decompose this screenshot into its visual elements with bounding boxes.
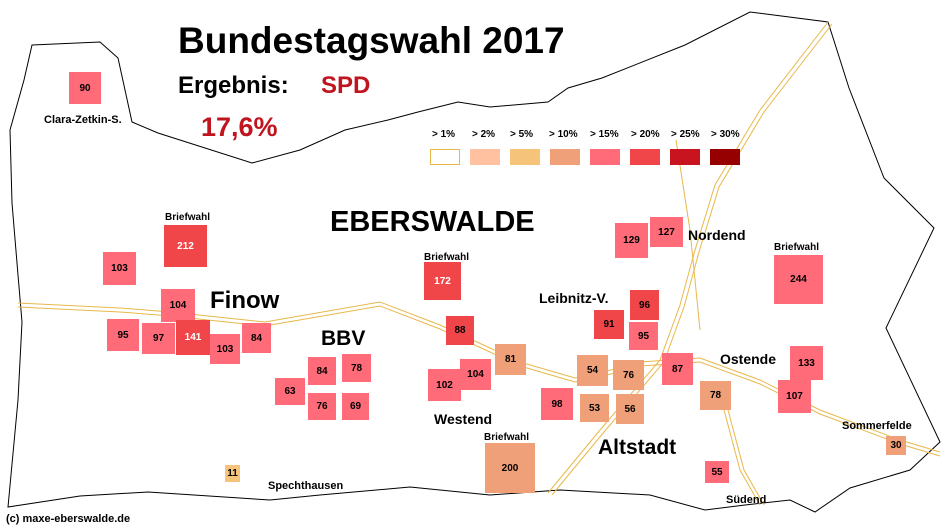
label-spechthausen: Spechthausen [268,480,344,492]
district-marker: 104 [161,289,195,322]
party-name: SPD [321,72,371,99]
label-ostende: Ostende [720,351,777,367]
district-marker: 54 [577,355,608,386]
legend-swatch [470,149,500,165]
district-marker: 102 [428,369,461,401]
district-marker: 53 [580,394,609,422]
district-marker-briefwahl: 244 [774,255,823,304]
road-south [719,394,761,506]
district-marker: 11 [225,465,240,482]
district-marker-briefwahl: 200 [485,443,535,493]
page-title: Bundestagswahl 2017 [178,20,565,61]
overall-percent: 17,6% [201,112,278,142]
legend-label: > 10% [549,129,578,140]
road-rail-north [675,139,701,331]
district-marker: 69 [342,393,369,420]
legend-label: > 20% [631,129,660,140]
city-name: EBERSWALDE [330,206,535,238]
legend-swatch [550,149,580,165]
label-clara-zetkin: Clara-Zetkin-S. [44,114,122,126]
legend-label: > 15% [590,129,619,140]
district-marker: 107 [778,380,811,413]
road-south-b [723,394,765,506]
district-marker: 103 [103,252,136,285]
district-marker: 95 [107,319,139,351]
district-marker: 87 [662,353,693,385]
label-altstadt: Altstadt [598,436,677,459]
district-marker: 90 [69,72,101,104]
legend-label: > 5% [510,129,534,140]
district-marker-briefwahl: 172 [424,262,461,300]
district-marker: 84 [242,323,271,353]
legend-label: > 1% [432,129,456,140]
legend-swatch [630,149,660,165]
legend-swatch [510,149,540,165]
label-westend: Westend [434,411,493,427]
legend-swatch [670,149,700,165]
district-marker: 129 [615,223,648,258]
label-briefwahl-altstadt: Briefwahl [484,432,530,443]
district-marker: 76 [308,393,336,420]
district-marker: 91 [594,310,624,339]
district-marker: 104 [460,359,491,390]
label-briefwahl-finow: Briefwahl [165,212,211,223]
legend-label: > 2% [472,129,496,140]
label-finow: Finow [210,287,280,314]
label-briefwahl-center: Briefwahl [424,252,470,263]
label-leibnitz: Leibnitz-V. [539,290,609,306]
district-marker: 133 [790,346,823,380]
legend-label: > 25% [671,129,700,140]
district-marker: 103 [210,334,240,364]
road-north-b [551,23,833,496]
credit-text: (c) maxe-eberswalde.de [6,513,131,525]
district-marker: 81 [495,344,526,375]
district-marker: 141 [176,320,210,355]
district-marker: 76 [613,360,644,390]
result-label: Ergebnis: [178,72,289,99]
legend-label: > 30% [711,129,740,140]
district-marker: 78 [700,381,731,410]
label-nordend: Nordend [688,227,746,243]
district-marker: 30 [886,436,906,455]
district-marker: 84 [308,357,336,385]
legend-swatch [430,149,460,165]
label-briefwahl-ostende: Briefwahl [774,242,820,253]
label-sommerfelde: Sommerfelde [842,420,912,432]
district-marker: 95 [629,322,658,350]
district-marker: 56 [616,394,644,424]
label-suedend: Südend [726,494,767,506]
legend-swatch [590,149,620,165]
district-marker: 96 [630,290,659,320]
district-marker: 78 [342,354,371,382]
district-marker: 55 [705,461,729,483]
district-marker: 98 [541,388,573,420]
district-marker: 88 [446,316,474,345]
district-marker: 97 [142,323,175,354]
district-marker: 127 [650,217,683,247]
road-north [547,21,829,494]
label-bbv: BBV [321,327,366,350]
legend-swatch [710,149,740,165]
district-marker-briefwahl: 212 [164,225,207,267]
district-marker: 63 [275,378,305,405]
